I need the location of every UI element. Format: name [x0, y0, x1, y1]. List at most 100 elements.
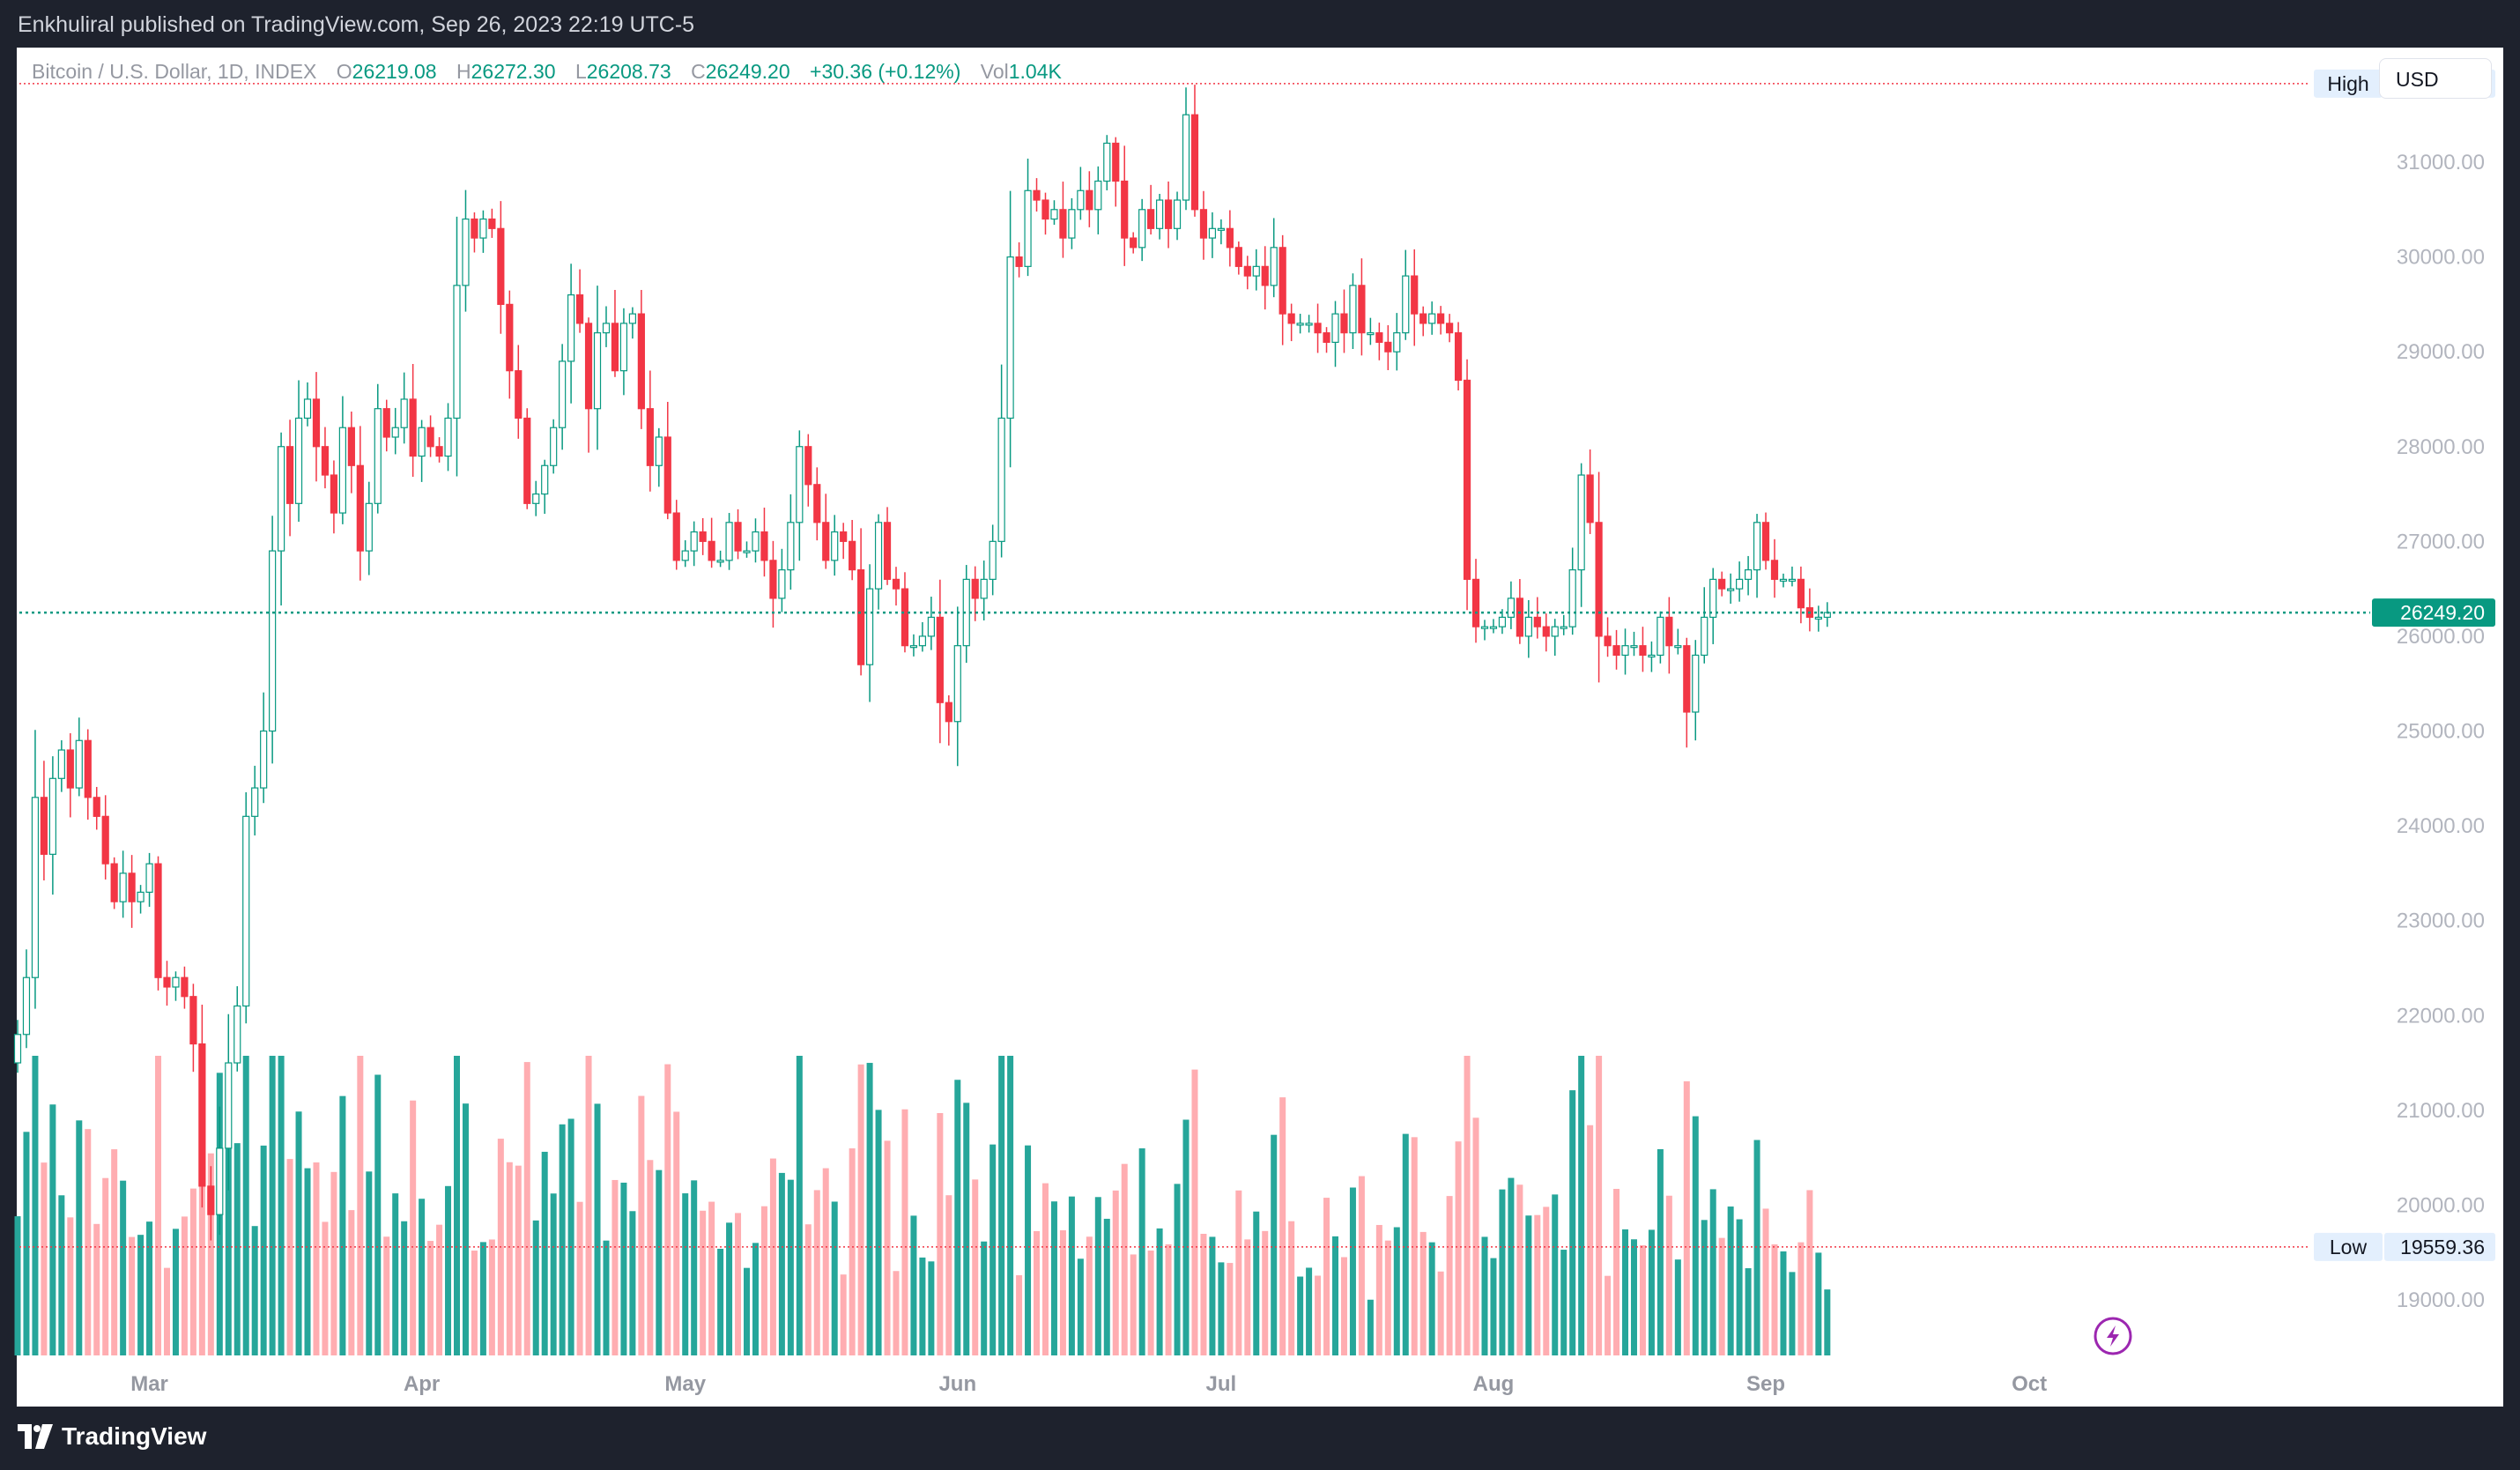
- candle-body: [1560, 626, 1568, 629]
- volume-bar: [1411, 1137, 1418, 1355]
- volume-bar: [348, 1210, 355, 1355]
- volume-bar: [1534, 1214, 1541, 1355]
- volume-bar: [401, 1221, 408, 1355]
- volume-bar: [454, 1056, 460, 1355]
- candle-body: [163, 976, 171, 988]
- volume-bar: [436, 1224, 443, 1355]
- volume-bar: [207, 1153, 214, 1355]
- x-tick-label: Apr: [404, 1372, 440, 1396]
- candle-body: [278, 446, 285, 552]
- volume-bar: [1657, 1148, 1664, 1355]
- volume-bar: [1824, 1289, 1831, 1355]
- candle-body: [391, 427, 399, 438]
- candle-body: [1718, 578, 1726, 590]
- symbol-name[interactable]: Bitcoin / U.S. Dollar, 1D, INDEX: [32, 60, 317, 83]
- candle-body: [1199, 209, 1208, 239]
- volume-bar: [664, 1064, 671, 1355]
- volume-bar: [1218, 1262, 1225, 1355]
- volume-bar: [1709, 1189, 1716, 1355]
- candle-body: [725, 522, 733, 561]
- candle-body: [330, 474, 338, 514]
- volume-bar: [1613, 1188, 1620, 1355]
- candle-body: [575, 294, 584, 324]
- x-tick-label: Sep: [1746, 1372, 1785, 1396]
- candle-body: [523, 417, 531, 504]
- volume-bar: [137, 1235, 145, 1355]
- candle-body: [400, 398, 408, 428]
- volume-bar: [769, 1158, 776, 1355]
- candle-body: [1340, 313, 1348, 334]
- candle-body: [1305, 323, 1313, 326]
- y-tick-label: 23000.00: [2397, 909, 2485, 933]
- x-tick-label: Jun: [938, 1372, 976, 1396]
- volume-bar: [866, 1063, 873, 1355]
- volume-bar: [1034, 1230, 1041, 1355]
- candle-body: [831, 531, 839, 561]
- candle-body: [1375, 332, 1383, 344]
- candle-body: [338, 427, 346, 514]
- candle-body: [1261, 265, 1269, 286]
- volume-bar: [1393, 1227, 1400, 1355]
- candle-body: [1568, 569, 1576, 627]
- chart-area[interactable]: [17, 48, 2503, 1407]
- candle-body: [110, 863, 118, 902]
- volume-bar: [796, 1056, 803, 1355]
- volume-bar: [471, 1251, 478, 1355]
- volume-bar: [1455, 1141, 1462, 1355]
- volume-bar: [1191, 1069, 1198, 1355]
- symbol-legend: Bitcoin / U.S. Dollar, 1D, INDEX O26219.…: [32, 60, 1062, 84]
- volume-bar: [1059, 1229, 1066, 1355]
- volume-bar: [1419, 1231, 1427, 1355]
- candle-body: [1648, 654, 1656, 658]
- candle-body: [1507, 598, 1516, 619]
- volume-bar: [1508, 1177, 1515, 1355]
- volume-bar: [102, 1177, 109, 1355]
- volume-bar: [1384, 1240, 1391, 1355]
- volume-bar: [1244, 1239, 1251, 1355]
- candle-body: [1164, 199, 1173, 229]
- candle-body: [479, 218, 487, 239]
- candle-body: [584, 323, 593, 410]
- candle-body: [1454, 332, 1463, 382]
- open-value: 26219.08: [352, 60, 437, 83]
- volume-bar: [41, 1162, 48, 1355]
- candle-body: [1279, 247, 1286, 315]
- volume-bar: [419, 1199, 426, 1355]
- volume-bar: [594, 1103, 601, 1355]
- volume-bar: [937, 1113, 944, 1355]
- brand[interactable]: TradingView: [18, 1422, 206, 1451]
- volume-bar: [840, 1274, 847, 1355]
- candle-body: [444, 417, 452, 457]
- volume-bar: [269, 1056, 276, 1355]
- candle-body: [1041, 199, 1049, 220]
- volume-bar: [559, 1124, 566, 1355]
- high-value: 26272.30: [471, 60, 556, 83]
- candle-body: [1797, 578, 1805, 609]
- candle-body: [1112, 142, 1120, 182]
- volume-bar: [682, 1193, 689, 1355]
- volume-bar: [1253, 1211, 1260, 1355]
- volume-bar: [506, 1162, 513, 1355]
- candle-body: [365, 502, 373, 552]
- candle-body: [409, 398, 417, 457]
- volume-bar: [1103, 1218, 1110, 1355]
- candle-body: [1094, 180, 1102, 211]
- y-tick-label: 22000.00: [2397, 1004, 2485, 1028]
- candle-body: [1226, 227, 1234, 249]
- candle-body: [1446, 323, 1454, 334]
- volume-value: 1.04K: [1008, 60, 1062, 83]
- volume-bar: [884, 1140, 891, 1355]
- candle-body: [1489, 626, 1498, 629]
- volume-bar: [1349, 1187, 1356, 1355]
- candle-body: [663, 436, 671, 514]
- y-tick-label: 25000.00: [2397, 720, 2485, 744]
- volume-bar: [357, 1056, 364, 1355]
- volume-bar: [1288, 1221, 1295, 1355]
- candle-body: [1770, 560, 1779, 580]
- volume-bar: [1481, 1236, 1488, 1355]
- candle-body: [883, 522, 892, 580]
- candle-body: [506, 303, 514, 372]
- volume-bar: [1789, 1272, 1796, 1355]
- currency-selector[interactable]: USD: [2379, 58, 2492, 99]
